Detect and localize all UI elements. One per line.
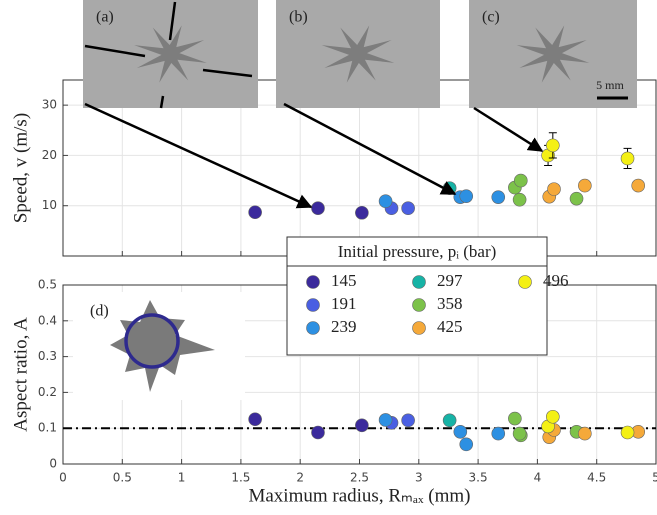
data-point: [620, 151, 635, 166]
data-point: [546, 409, 560, 424]
legend-marker: [306, 298, 320, 312]
cavity: [110, 300, 215, 392]
inset-label: (d): [90, 303, 109, 320]
data-point: [401, 201, 415, 216]
x-tick-label: 1: [178, 471, 186, 485]
data-point: [401, 413, 415, 428]
legend-label: 239: [331, 317, 357, 336]
arrow: [283, 102, 457, 196]
arrow: [84, 102, 313, 209]
inset-label: (b): [289, 9, 308, 26]
fit-circle: [124, 313, 180, 369]
inset-label: (c): [482, 9, 500, 26]
x-tick-label: 2.5: [350, 471, 369, 485]
legend-marker: [412, 275, 426, 289]
data-point: [459, 189, 474, 203]
data-point: [491, 190, 506, 204]
y-tick-label: 20: [42, 148, 57, 162]
x-tick-label: 0: [59, 471, 67, 485]
legend-marker: [306, 321, 320, 335]
x-tick-label: 2: [296, 471, 304, 485]
data-point: [459, 437, 474, 452]
y-tick-label: 0.2: [38, 385, 57, 399]
x-tick-label: 0.5: [113, 471, 132, 485]
legend-label: 496: [543, 271, 569, 290]
data-point: [620, 425, 635, 440]
x-axis-label: Maximum radius, Rₘₐₓ (mm): [248, 485, 470, 506]
x-tick-label: 4: [534, 471, 542, 485]
data-point: [378, 413, 393, 427]
data-point: [578, 178, 592, 193]
inset-label: (a): [96, 9, 114, 26]
x-tick-label: 5: [652, 471, 657, 485]
y-tick-label: 0.4: [38, 313, 57, 327]
legend-marker: [412, 321, 426, 335]
y-tick-label: 0.3: [38, 349, 57, 363]
cut-lines: [84, 1, 253, 109]
cavity: [321, 25, 395, 83]
data-point: [512, 426, 527, 441]
legend-label: 145: [331, 271, 357, 290]
y-axis-label: Speed, v (m/s): [10, 113, 31, 223]
cavity: [134, 25, 207, 83]
legend-label: 358: [437, 294, 463, 313]
legend-title: Initial pressure, pᵢ (bar): [338, 242, 497, 261]
y-tick-label: 0.5: [38, 278, 57, 292]
x-tick-label: 4.5: [587, 471, 606, 485]
y-tick-label: 0.1: [38, 421, 57, 435]
data-point: [513, 173, 528, 188]
legend-marker: [412, 298, 426, 312]
data-point: [442, 413, 457, 428]
legend-label: 191: [331, 294, 357, 313]
y-tick-label: 10: [42, 198, 57, 212]
data-point: [546, 138, 560, 153]
cavity: [516, 25, 590, 83]
legend: [286, 236, 548, 356]
scale-label: 5 mm: [596, 78, 624, 92]
data-point: [311, 425, 325, 440]
data-point: [248, 412, 262, 427]
data-point: [248, 205, 262, 220]
data-point: [311, 201, 325, 216]
legend-label: 425: [437, 317, 463, 336]
data-point: [453, 424, 468, 439]
data-point: [355, 418, 369, 433]
legend-marker: [306, 275, 320, 289]
x-tick-label: 1.5: [231, 471, 250, 485]
legend-marker: [518, 275, 532, 289]
y-tick-label: 30: [42, 98, 57, 112]
data-point: [378, 194, 393, 208]
x-tick-label: 3.5: [469, 471, 488, 485]
x-tick-label: 3: [415, 471, 423, 485]
arrow: [473, 106, 544, 153]
legend-label: 297: [437, 271, 463, 290]
y-tick-label: 0: [49, 457, 57, 471]
y-axis-label: Aspect ratio, A: [10, 317, 31, 432]
data-point: [578, 426, 592, 441]
data-point: [491, 426, 506, 441]
data-point: [569, 191, 584, 206]
data-point: [631, 178, 646, 193]
data-point: [512, 192, 527, 207]
data-point: [508, 411, 522, 426]
data-point: [547, 182, 561, 196]
data-point: [355, 205, 369, 220]
